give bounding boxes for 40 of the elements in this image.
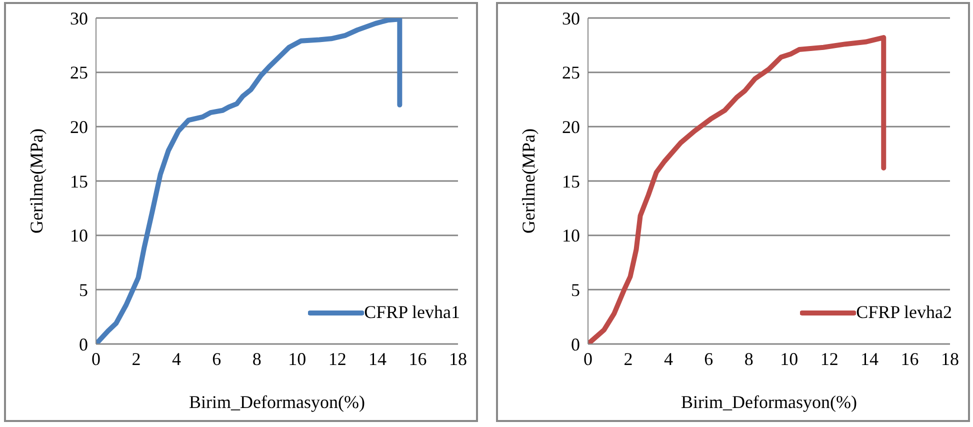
y-tick-label: 15 — [562, 171, 580, 192]
x-tick-label: 16 — [900, 348, 919, 369]
x-tick-label: 8 — [252, 348, 262, 369]
y-tick-label: 20 — [70, 117, 88, 138]
x-tick-label: 6 — [704, 348, 714, 369]
x-tick-label: 0 — [92, 348, 100, 369]
y-tick-label: 25 — [562, 62, 580, 83]
x-axis-title: Birim_Deformasyon(%) — [681, 392, 857, 412]
y-tick-label: 30 — [562, 8, 580, 28]
x-tick-label: 0 — [584, 348, 592, 369]
x-tick-label: 2 — [624, 348, 633, 369]
x-tick-label: 4 — [664, 348, 673, 369]
x-tick-label: 18 — [941, 348, 959, 369]
x-tick-label: 10 — [780, 348, 798, 369]
x-tick-label: 10 — [288, 348, 306, 369]
x-tick-label: 12 — [328, 348, 346, 369]
y-tick-label: 5 — [79, 280, 88, 300]
x-tick-label: 14 — [368, 348, 387, 369]
y-tick-label: 0 — [79, 334, 88, 354]
legend-label: CFRP levha2 — [856, 302, 952, 323]
x-tick-label: 18 — [449, 348, 467, 369]
x-axis-title: Birim_Deformasyon(%) — [189, 392, 365, 412]
x-tick-label: 4 — [172, 348, 181, 369]
y-tick-label: 10 — [562, 226, 580, 246]
x-tick-label: 2 — [132, 348, 141, 369]
y-tick-label: 10 — [70, 226, 88, 246]
y-tick-label: 0 — [571, 334, 580, 354]
x-tick-label: 16 — [408, 348, 427, 369]
x-tick-label: 6 — [212, 348, 222, 369]
x-tick-label: 14 — [860, 348, 879, 369]
y-tick-label: 25 — [70, 62, 88, 83]
y-axis-title: Gerilme(MPa) — [26, 128, 46, 234]
y-tick-label: 5 — [571, 280, 580, 300]
x-tick-label: 8 — [744, 348, 754, 369]
y-tick-label: 30 — [70, 8, 88, 28]
x-tick-label: 12 — [820, 348, 838, 369]
y-axis-title: Gerilme(MPa) — [518, 128, 538, 234]
y-tick-label: 20 — [562, 117, 580, 138]
legend-label: CFRP levha1 — [364, 302, 460, 323]
y-tick-label: 15 — [70, 171, 88, 192]
